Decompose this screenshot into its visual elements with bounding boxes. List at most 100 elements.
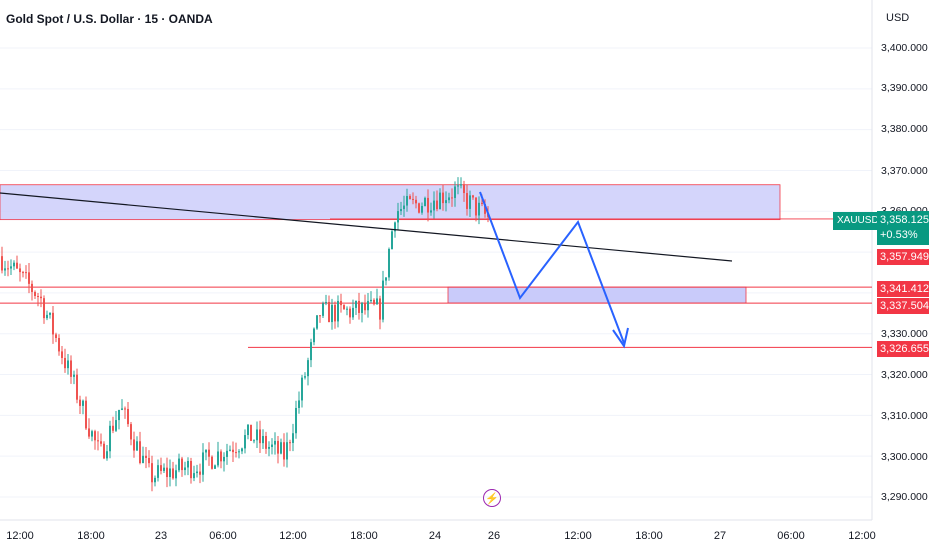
candle-body [88, 428, 90, 437]
candle-body [265, 435, 267, 449]
time-tick: 06:00 [777, 530, 805, 542]
candle-body [10, 266, 12, 269]
candle-body [187, 460, 189, 468]
candle-body [370, 299, 372, 302]
candle-body [91, 431, 93, 437]
candle-body [337, 300, 339, 322]
candle-body [259, 429, 261, 444]
candle-body [454, 186, 456, 198]
candle-body [403, 205, 405, 210]
candle-body [346, 308, 348, 310]
price-tick: 3,300.000 [881, 451, 928, 463]
candle-body [298, 400, 300, 408]
candle-body [163, 467, 165, 471]
candle-body [124, 408, 126, 410]
candle-body [466, 193, 468, 209]
time-tick: 18:00 [350, 530, 378, 542]
candle-body [367, 301, 369, 311]
currency-label[interactable]: USD [886, 12, 910, 24]
candle-body [292, 433, 294, 443]
candle-body [181, 458, 183, 471]
price-tick: 3,370.000 [881, 165, 928, 177]
candle-body [289, 442, 291, 444]
time-tick: 12:00 [848, 530, 876, 542]
candle-body [175, 470, 177, 479]
candle-body [55, 334, 57, 338]
candle-body [133, 439, 135, 451]
candle-body [166, 467, 168, 478]
candle-body [70, 360, 72, 377]
candle-body [136, 441, 138, 451]
candle-body [475, 197, 477, 216]
zone-low-tag: 3,357.949 [877, 249, 929, 265]
candle-body [451, 197, 453, 199]
candle-body [358, 300, 360, 313]
candle-body [373, 299, 375, 305]
time-tick: 18:00 [635, 530, 663, 542]
candle-body [43, 298, 45, 319]
candle-body [67, 360, 69, 369]
candle-body [271, 444, 273, 447]
candle-body [112, 425, 114, 431]
candle-body [145, 455, 147, 458]
candle-body [436, 200, 438, 210]
candle-body [328, 301, 330, 323]
candle-body [79, 399, 81, 406]
candle-body [445, 200, 447, 204]
candle-body [406, 196, 408, 206]
price-tick: 3,290.000 [881, 491, 928, 503]
candle-body [211, 456, 213, 469]
candle-body [304, 376, 306, 378]
candle-body [364, 302, 366, 311]
candle-body [64, 357, 66, 369]
candle-body [208, 449, 210, 457]
candle-body [427, 197, 429, 213]
projection-path [479, 191, 625, 344]
candle-body [34, 291, 36, 296]
candle-body [76, 374, 78, 400]
candle-body [154, 477, 156, 483]
candle-body [46, 314, 48, 319]
candle-body [226, 450, 228, 457]
time-tick: 27 [713, 530, 727, 542]
trendline [0, 192, 733, 262]
candle-body [319, 315, 321, 317]
candle-body [433, 200, 435, 211]
candle-body [439, 192, 441, 210]
candle-body [409, 196, 411, 199]
candle-body [19, 268, 21, 273]
price-tick: 3,390.000 [881, 82, 928, 94]
chart-title: Gold Spot / U.S. Dollar · 15 · OANDA [6, 12, 213, 26]
lightning-icon[interactable]: ⚡ [483, 489, 501, 507]
candle-body [244, 435, 246, 449]
candle-body [274, 440, 276, 445]
support-low-tag: 3,337.504 [877, 298, 929, 314]
candle-body [379, 298, 381, 320]
candle-body [307, 360, 309, 377]
candle-body [295, 407, 297, 434]
time-tick: 12:00 [6, 530, 34, 542]
candle-body [13, 262, 15, 267]
candle-body [472, 195, 474, 198]
candle-body [202, 452, 204, 475]
candle-body [424, 197, 426, 206]
candle-body [343, 305, 345, 310]
candle-body [160, 465, 162, 471]
candle-body [184, 467, 186, 471]
candle-body [262, 435, 264, 444]
time-tick: 24 [428, 530, 442, 542]
candle-body [232, 449, 234, 453]
projection-arrowhead [612, 327, 629, 349]
candle-body [229, 449, 231, 451]
candle-body [457, 185, 459, 187]
candle-body [58, 337, 60, 352]
candle-body [385, 277, 387, 281]
candle-body [412, 198, 414, 200]
support-high-tag: 3,341.412 [877, 281, 929, 297]
candle-body [97, 440, 99, 442]
candle-body [469, 195, 471, 209]
candle-body [238, 451, 240, 453]
candle-body [169, 468, 171, 478]
symbol-badge[interactable]: XAUUSD [833, 212, 883, 230]
